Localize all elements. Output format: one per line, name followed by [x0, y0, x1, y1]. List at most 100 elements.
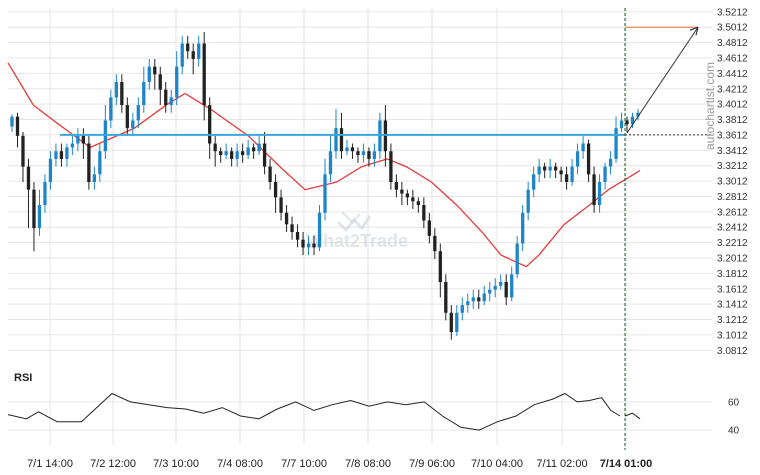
candle: [455, 305, 459, 336]
candle-body: [180, 43, 184, 67]
price-tick-label: 3.2612: [717, 207, 748, 218]
candle-body: [521, 212, 525, 244]
candle-body: [109, 97, 113, 121]
candle-body: [251, 147, 256, 152]
candle-body: [597, 182, 602, 206]
candle-body: [438, 251, 442, 282]
candle: [619, 112, 624, 132]
time-tick-label: 7/4 08:00: [217, 458, 263, 470]
candle-body: [76, 135, 80, 144]
candle: [76, 128, 80, 152]
candle-body: [153, 66, 157, 75]
candle: [273, 174, 278, 213]
candle-body: [455, 312, 459, 332]
candle-body: [345, 147, 349, 152]
candle-body: [394, 182, 399, 190]
watermark-text: What2Trade: [306, 231, 408, 251]
candle: [197, 35, 201, 67]
candle: [438, 243, 442, 298]
price-tick-label: 3.4412: [717, 69, 748, 80]
candle: [153, 58, 157, 90]
candle: [625, 116, 629, 132]
candle: [471, 289, 475, 309]
candle: [240, 143, 245, 163]
price-tick-label: 3.3412: [717, 146, 748, 157]
candle-body: [43, 182, 47, 206]
candle-body: [54, 151, 58, 159]
candle: [449, 305, 453, 340]
rsi-line: [7, 392, 621, 431]
candle-body: [389, 151, 393, 182]
candle: [213, 135, 217, 167]
price-tick-label: 3.2812: [717, 192, 748, 203]
candle: [482, 285, 486, 306]
candle: [499, 274, 503, 290]
time-tick-label: 7/10 04:00: [471, 458, 523, 470]
candle-body: [114, 82, 118, 98]
candle: [158, 66, 162, 106]
rsi-label: RSI: [14, 372, 32, 384]
candle: [504, 274, 508, 306]
candle-body: [92, 174, 97, 182]
levels: [60, 8, 712, 450]
candle-body: [581, 143, 585, 152]
candle: [230, 147, 234, 167]
arrow-head-icon: [689, 26, 699, 36]
price-tick-label: 3.4812: [717, 38, 748, 49]
candle-body: [175, 66, 179, 98]
candle-body: [444, 282, 448, 313]
candle-body: [142, 82, 146, 106]
candle: [186, 35, 190, 59]
candle-body: [191, 51, 195, 59]
candle: [92, 166, 97, 190]
candle-body: [575, 151, 580, 167]
candle: [306, 235, 311, 256]
candle-body: [350, 147, 355, 152]
candle-body: [625, 120, 629, 125]
candle-body: [213, 143, 217, 152]
candle-body: [246, 147, 250, 156]
candle-body: [147, 66, 151, 82]
candle-body: [586, 143, 591, 175]
candle: [433, 228, 437, 259]
candle-body: [240, 151, 245, 156]
candle-body: [477, 297, 481, 302]
candle: [103, 105, 107, 159]
candle: [87, 135, 91, 190]
candle-body: [48, 158, 53, 182]
candle-body: [372, 151, 377, 159]
candle: [493, 278, 497, 298]
candle-body: [32, 189, 36, 229]
candle-body: [312, 243, 316, 248]
candle-body: [548, 166, 552, 171]
candle-body: [510, 274, 514, 298]
candle-body: [515, 243, 519, 275]
candle: [251, 143, 256, 159]
watermark-logo-icon: [336, 210, 372, 233]
candle-body: [87, 143, 91, 182]
brand-watermark: autochartist.com: [703, 62, 717, 150]
candle-body: [120, 82, 124, 106]
candle-body: [367, 151, 371, 159]
candle: [257, 135, 261, 156]
candle: [59, 143, 64, 167]
price-axis: 3.0812 3.1012 3.1212 3.1412 3.1612 3.1812 3.20…: [717, 7, 748, 356]
candle: [592, 166, 596, 213]
candle-body: [405, 193, 410, 198]
candle: [169, 89, 173, 113]
price-tick-label: 3.2012: [717, 254, 748, 265]
candle: [21, 132, 25, 182]
candle: [224, 143, 228, 159]
candle-body: [317, 212, 322, 248]
candle: [575, 143, 580, 175]
price-tick-label: 3.3812: [717, 115, 748, 126]
price-tick-label: 3.2412: [717, 223, 748, 234]
candle-body: [493, 285, 497, 290]
candle-body: [230, 151, 234, 159]
candle: [405, 189, 410, 206]
candle-body: [504, 282, 508, 298]
time-tick-label: 7/9 06:00: [409, 458, 455, 470]
candle: [543, 162, 547, 179]
candle: [521, 205, 525, 252]
